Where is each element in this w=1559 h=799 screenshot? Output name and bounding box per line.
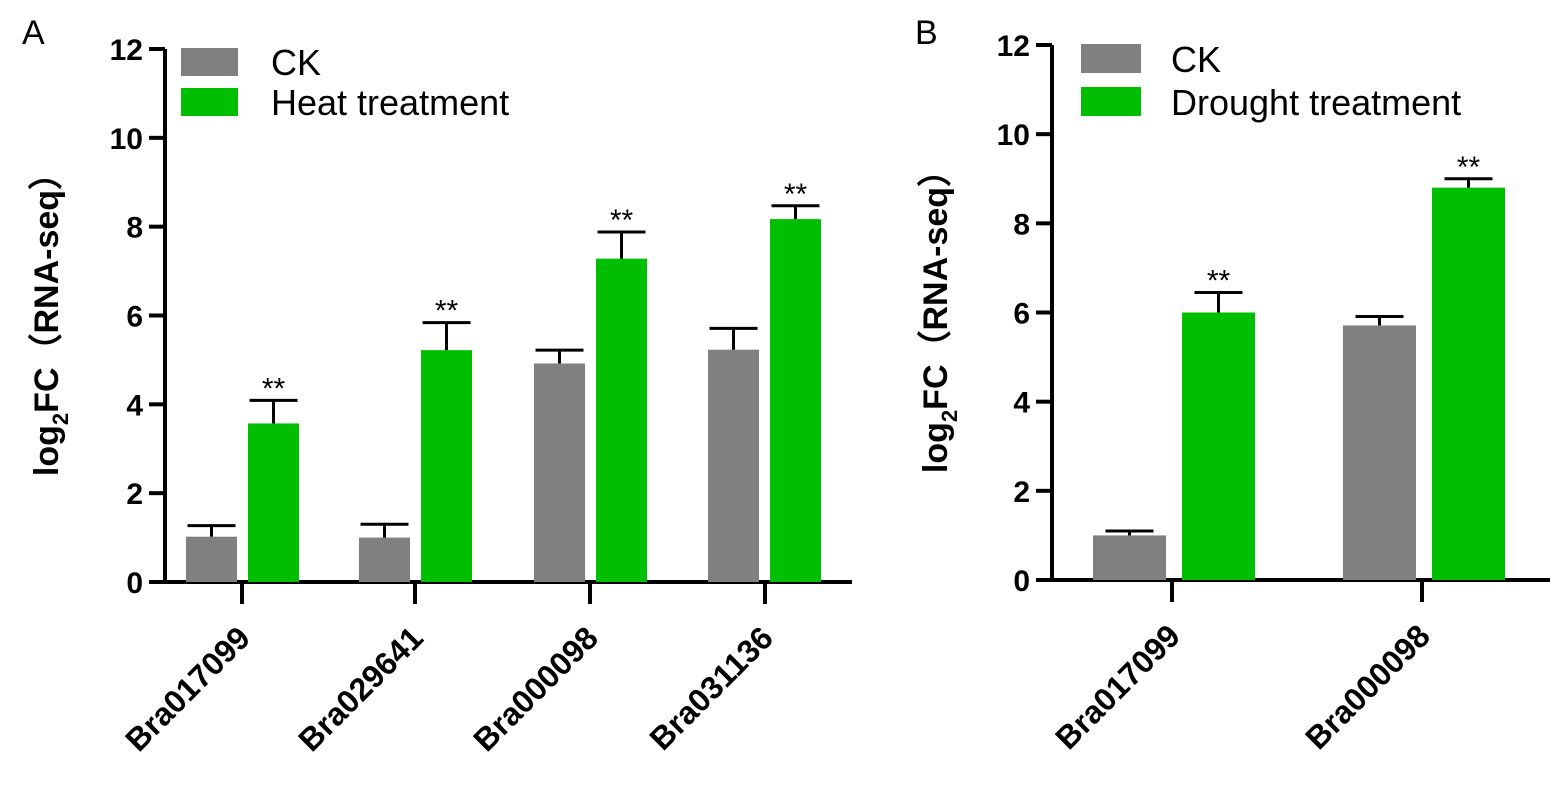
bar-treatment — [1432, 187, 1505, 580]
bar-treatment — [1182, 312, 1255, 580]
category-label: Bra031136 — [643, 619, 780, 756]
bar-ck — [534, 363, 585, 582]
legend-label: CK — [1171, 39, 1221, 80]
y-axis-title: log2FC（RNA-seq） — [916, 153, 962, 473]
y-axis-title: log2FC（RNA-seq） — [27, 156, 73, 476]
y-tick-label: 6 — [1013, 298, 1030, 331]
y-tick-label: 8 — [1013, 208, 1030, 241]
bar-ck — [1343, 325, 1416, 580]
bar-treatment — [770, 219, 821, 582]
significance-mark: ** — [610, 204, 634, 237]
category-label: Bra017099 — [1048, 617, 1187, 756]
significance-mark: ** — [435, 295, 459, 328]
y-tick-label: 10 — [110, 123, 143, 156]
category-label: Bra029641 — [291, 619, 430, 758]
category-label: Bra017099 — [118, 619, 257, 758]
legend-label: CK — [271, 42, 321, 83]
category-label: Bra000098 — [466, 619, 605, 758]
y-axis-title-sub: 2 — [937, 410, 962, 422]
panel-letter: B — [915, 14, 938, 52]
panel-letter: A — [22, 14, 45, 52]
significance-mark: ** — [784, 178, 808, 211]
bar-ck — [186, 536, 237, 582]
y-tick-label: 4 — [1013, 387, 1030, 420]
legend-swatch — [181, 88, 238, 116]
y-axis-title-sub: 2 — [48, 413, 73, 425]
y-tick-label: 0 — [1013, 565, 1030, 598]
bar-ck — [359, 537, 410, 582]
legend-swatch — [1081, 87, 1141, 116]
legend-swatch — [181, 48, 238, 76]
y-axis-title-pre: log — [917, 422, 955, 473]
y-tick-label: 0 — [126, 567, 143, 600]
y-tick-label: 6 — [126, 301, 143, 334]
significance-mark: ** — [1457, 151, 1481, 184]
y-tick-label: 2 — [126, 478, 143, 511]
y-tick-label: 10 — [997, 119, 1030, 152]
legend-label: Heat treatment — [271, 82, 509, 123]
bar-treatment — [421, 350, 472, 582]
legend-label: Drought treatment — [1171, 82, 1461, 123]
bar-ck — [1093, 535, 1166, 580]
legend-swatch — [1081, 44, 1141, 73]
y-tick-label: 12 — [110, 34, 143, 67]
bar-ck — [708, 349, 759, 582]
bar-treatment — [248, 423, 299, 582]
bar-treatment — [596, 258, 647, 582]
y-tick-label: 2 — [1013, 476, 1030, 509]
y-tick-label: 8 — [126, 212, 143, 245]
y-axis-title-post: FC（RNA-seq） — [27, 156, 66, 413]
y-axis-title-post: FC（RNA-seq） — [916, 153, 955, 410]
y-tick-label: 4 — [126, 389, 143, 422]
y-tick-label: 12 — [997, 30, 1030, 63]
significance-mark: ** — [262, 372, 286, 405]
significance-mark: ** — [1207, 264, 1231, 297]
y-axis-title-pre: log — [28, 425, 66, 476]
category-label: Bra000098 — [1298, 617, 1437, 756]
